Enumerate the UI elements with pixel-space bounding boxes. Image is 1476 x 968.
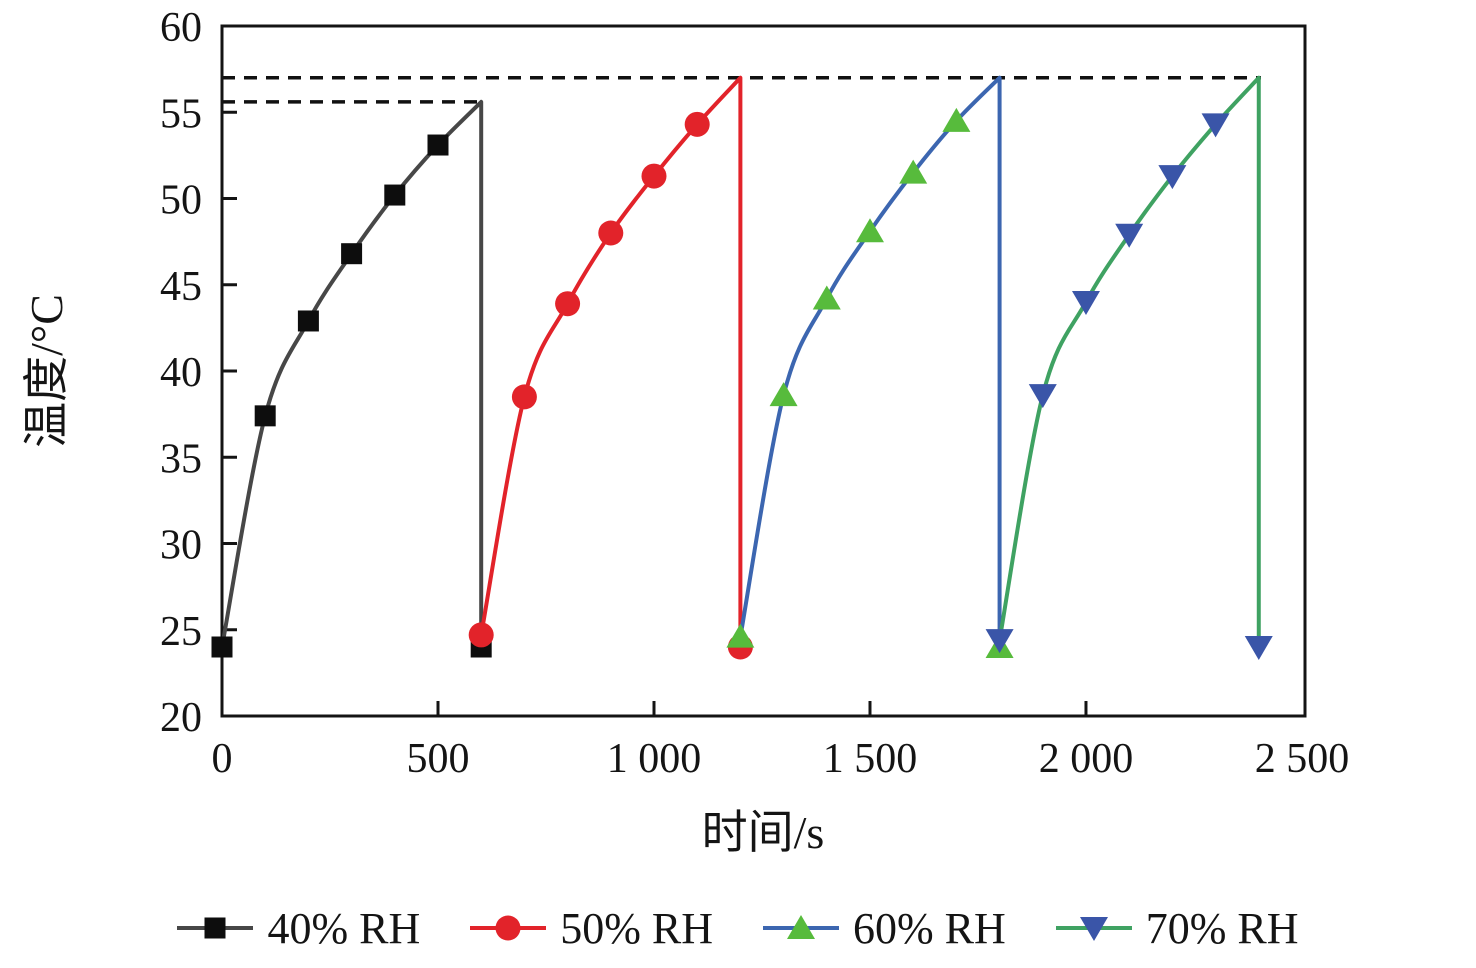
legend-item-70-rh: 70% RH: [1055, 903, 1299, 954]
triangle-down-marker-icon: [1115, 223, 1144, 248]
circle-marker-icon: [598, 220, 624, 246]
x-tick-label: 2 500: [1255, 736, 1350, 782]
legend-label: 70% RH: [1145, 903, 1299, 953]
y-tick-label: 45: [160, 264, 202, 310]
circle-marker-icon: [495, 915, 521, 941]
legend: 40% RH 50% RH 60% RH 70% RH: [0, 892, 1476, 964]
circle-marker-icon: [511, 384, 537, 410]
chart-canvas: 20 25 30 35 40 45 50 55 60 0 500 1 000 1 500 2 000 2 5…: [21, 5, 1349, 858]
reference-lines: [222, 76, 1261, 104]
y-tick-label: 55: [160, 91, 202, 137]
square-marker-icon: [254, 405, 276, 427]
triangle-up-marker-icon: [899, 159, 928, 184]
square-marker-icon: [384, 184, 406, 206]
x-tick-label: 2 000: [1039, 736, 1134, 782]
series-70-rh: [985, 75, 1273, 660]
series-40-rh: [211, 99, 492, 658]
y-tick-label: 25: [160, 609, 202, 655]
series-line: [479, 75, 743, 647]
y-tick-label: 50: [160, 178, 202, 224]
x-tick-label: 0: [212, 736, 233, 782]
triangle-up-marker-icon: [726, 623, 755, 648]
x-tick-label: 1 500: [823, 736, 918, 782]
triangle-up-marker-icon: [855, 218, 884, 243]
square-marker-icon: [204, 917, 226, 939]
triangle-down-marker-icon: [1079, 917, 1108, 941]
square-marker-icon: [297, 310, 319, 332]
triangle-down-marker-icon: [1158, 165, 1187, 190]
triangle-down-marker-icon: [1028, 384, 1057, 409]
y-tick-label: 60: [160, 5, 202, 51]
square-marker-icon: [341, 243, 363, 265]
circle-marker-icon: [555, 291, 581, 317]
x-tick-label: 1 000: [607, 736, 702, 782]
series-line: [220, 99, 484, 648]
circle-marker-icon: [468, 622, 494, 648]
triangle-up-marker-icon: [769, 382, 798, 407]
legend-swatch: [1055, 917, 1132, 941]
series-line: [997, 75, 1261, 647]
legend-swatch: [763, 915, 839, 939]
triangle-down-marker-icon: [1201, 113, 1230, 138]
series-60-rh: [726, 75, 1014, 658]
triangle-down-marker-icon: [1244, 636, 1273, 660]
legend-swatch: [177, 917, 254, 939]
legend-label: 40% RH: [267, 903, 421, 953]
legend-item-60-rh: 60% RH: [763, 903, 1006, 954]
series-line: [738, 75, 1002, 647]
square-marker-icon: [211, 636, 233, 658]
triangle-up-marker-icon: [812, 285, 841, 310]
x-tick-label: 500: [406, 736, 469, 782]
y-tick-label: 40: [160, 350, 202, 396]
data-series: [211, 75, 1273, 660]
plot-frame: [220, 24, 1307, 718]
triangle-down-marker-icon: [1071, 291, 1100, 315]
y-tick-label: 20: [160, 695, 202, 741]
legend-label: 60% RH: [853, 903, 1006, 953]
y-axis-title: 温度/°C: [21, 294, 72, 448]
circle-marker-icon: [684, 111, 710, 137]
legend-item-50-rh: 50% RH: [470, 903, 713, 954]
triangle-down-marker-icon: [985, 629, 1014, 654]
legend-item-40-rh: 40% RH: [177, 903, 420, 954]
y-tick-label: 35: [160, 436, 202, 482]
triangle-up-marker-icon: [942, 107, 971, 132]
legend-swatch: [470, 915, 547, 941]
x-axis-title: 时间/s: [702, 807, 825, 858]
series-50-rh: [468, 75, 753, 660]
square-marker-icon: [427, 134, 449, 156]
axes: 20 25 30 35 40 45 50 55 60 0 500 1 000 1 500 2 000 2 5…: [160, 5, 1349, 782]
triangle-up-marker-icon: [787, 915, 815, 939]
circle-marker-icon: [641, 163, 667, 189]
y-tick-label: 30: [160, 523, 202, 569]
legend-label: 50% RH: [560, 903, 713, 953]
